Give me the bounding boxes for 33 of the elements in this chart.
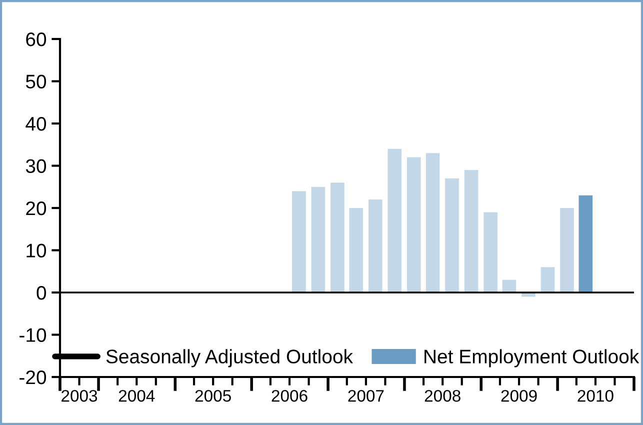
y-tick-label: 10 bbox=[26, 244, 46, 258]
bar bbox=[445, 178, 459, 292]
x-tick-label: 2005 bbox=[195, 390, 231, 402]
bar bbox=[540, 267, 555, 292]
bar bbox=[311, 186, 326, 292]
x-tick-label: 2007 bbox=[348, 390, 384, 402]
x-tick-label: 2004 bbox=[118, 390, 155, 402]
bar bbox=[484, 212, 498, 292]
legend-label: Net Employment Outlook bbox=[424, 349, 640, 368]
bar bbox=[330, 182, 344, 292]
y-tick-label: 50 bbox=[26, 74, 46, 88]
bar bbox=[578, 195, 593, 292]
bar bbox=[426, 153, 440, 292]
bar bbox=[560, 208, 574, 292]
y-tick-label: 0 bbox=[36, 286, 46, 300]
bar bbox=[388, 148, 402, 292]
y-tick-label: 30 bbox=[26, 159, 46, 173]
bar bbox=[292, 191, 306, 292]
y-tick-label: 40 bbox=[26, 116, 46, 131]
y-tick-label: 20 bbox=[26, 201, 46, 216]
y-tick-label: 60 bbox=[26, 32, 46, 46]
legend-label: Seasonally Adjusted Outlook bbox=[106, 349, 354, 368]
bar bbox=[368, 200, 382, 292]
bar bbox=[406, 157, 421, 292]
x-tick-label: 2008 bbox=[424, 390, 460, 402]
bar bbox=[464, 170, 478, 292]
bar bbox=[349, 208, 364, 292]
x-tick-label: 2010 bbox=[578, 390, 614, 402]
y-tick-label: -20 bbox=[20, 370, 46, 384]
x-tick-label: 2003 bbox=[62, 390, 98, 402]
x-tick-label: 2006 bbox=[272, 390, 308, 402]
y-tick-label: -10 bbox=[20, 328, 46, 342]
x-tick-label: 2009 bbox=[501, 390, 537, 402]
